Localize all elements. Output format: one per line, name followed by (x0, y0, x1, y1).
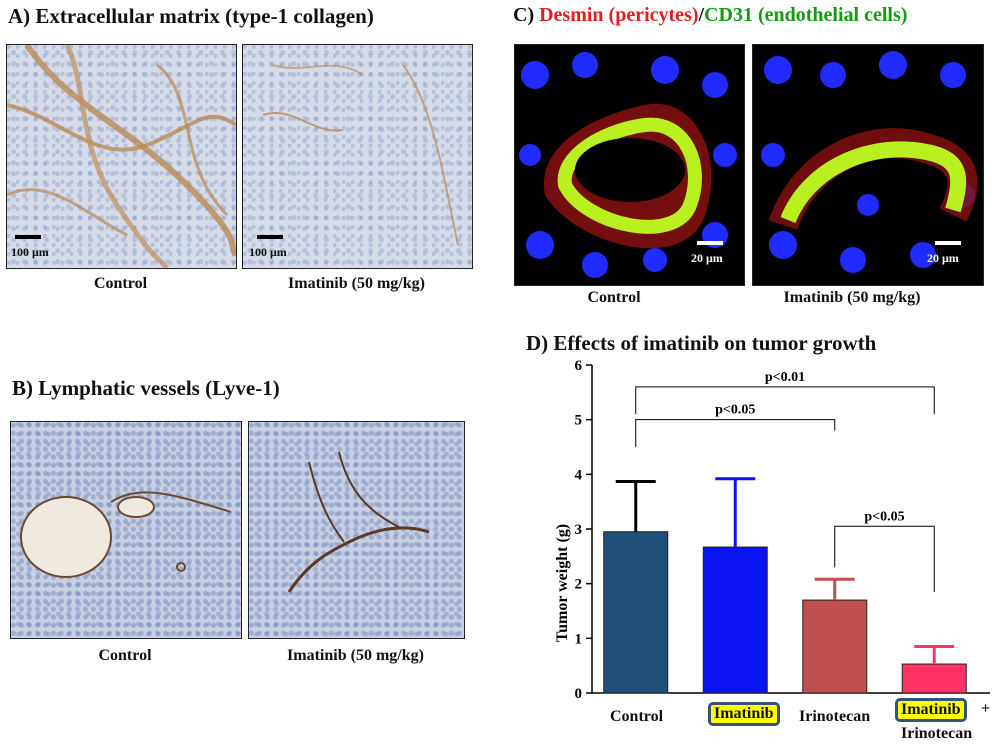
xlabel-control: Control (610, 708, 664, 725)
caption-imatinib: Imatinib (50 mg/kg) (287, 647, 424, 664)
significance-bracket (635, 419, 836, 447)
xlabel-combo-imatinib: Imatinib (895, 698, 967, 722)
scale-label: 100 μm (11, 245, 49, 259)
caption-control: Control (93, 275, 148, 292)
scale-bar (935, 241, 961, 245)
lyve1-imatinib-image (248, 421, 465, 639)
caption-imatinib: Imatinib (50 mg/kg) (288, 275, 425, 292)
bar (802, 599, 868, 694)
y-tick-label: 1 (575, 631, 583, 647)
scale-bar (697, 241, 723, 245)
lyve1-control-image (10, 421, 242, 639)
y-tick-label: 0 (575, 686, 583, 702)
bar (702, 546, 768, 694)
significance-bracket (834, 525, 935, 592)
y-tick-label: 3 (575, 522, 583, 538)
tumor-weight-chart: Tumor weight (g) 0 1 2 3 4 5 6 p<0.01 p<0.05 p<0… (554, 358, 990, 702)
title-separator: / (698, 4, 705, 26)
panel-c-title: C) Desmin (pericytes)/CD31 (endothelial … (513, 4, 907, 27)
xlabel-combo-irinotecan: Irinotecan (901, 725, 973, 742)
panel-a-title: A) Extracellular matrix (type-1 collagen… (8, 4, 374, 28)
collagen-control-image: 100 μm (6, 44, 237, 269)
y-axis-label: Tumor weight (g) (554, 524, 571, 642)
xlabel-irinotecan: Irinotecan (799, 708, 871, 725)
scale-label: 100 μm (249, 245, 287, 259)
y-tick-label: 6 (575, 358, 583, 374)
panel-c-prefix: C) (513, 4, 535, 26)
significance-label: p<0.01 (765, 370, 805, 385)
caption-control: Control (587, 289, 641, 306)
fluorescence-control-image: 20 μm (514, 44, 745, 286)
caption-imatinib: Imatinib (50 mg/kg) (783, 289, 921, 306)
significance-label: p<0.05 (864, 509, 904, 524)
xlabel-combo-plus: + (981, 700, 991, 717)
cd31-label: CD31 (endothelial cells) (704, 4, 908, 26)
significance-label: p<0.05 (715, 403, 755, 418)
y-tick-label: 2 (575, 577, 583, 593)
xlabel-imatinib: Imatinib (708, 702, 780, 726)
scale-bar (15, 235, 41, 239)
fluorescence-imatinib-image: 20 μm (752, 44, 984, 286)
scale-label: 20 μm (691, 251, 723, 265)
y-tick-label: 5 (575, 413, 583, 429)
collagen-imatinib-image: 100 μm (242, 44, 473, 269)
y-tick-label: 4 (575, 467, 583, 483)
panel-d-title: D) Effects of imatinib on tumor growth (526, 331, 877, 355)
scale-label: 20 μm (927, 251, 959, 265)
bar (901, 663, 967, 694)
significance-bracket (635, 386, 935, 415)
caption-control: Control (98, 647, 152, 664)
bar (603, 531, 669, 694)
panel-b-title: B) Lymphatic vessels (Lyve-1) (12, 376, 280, 400)
scale-bar (257, 235, 283, 239)
desmin-label: Desmin (pericytes) (539, 4, 699, 26)
